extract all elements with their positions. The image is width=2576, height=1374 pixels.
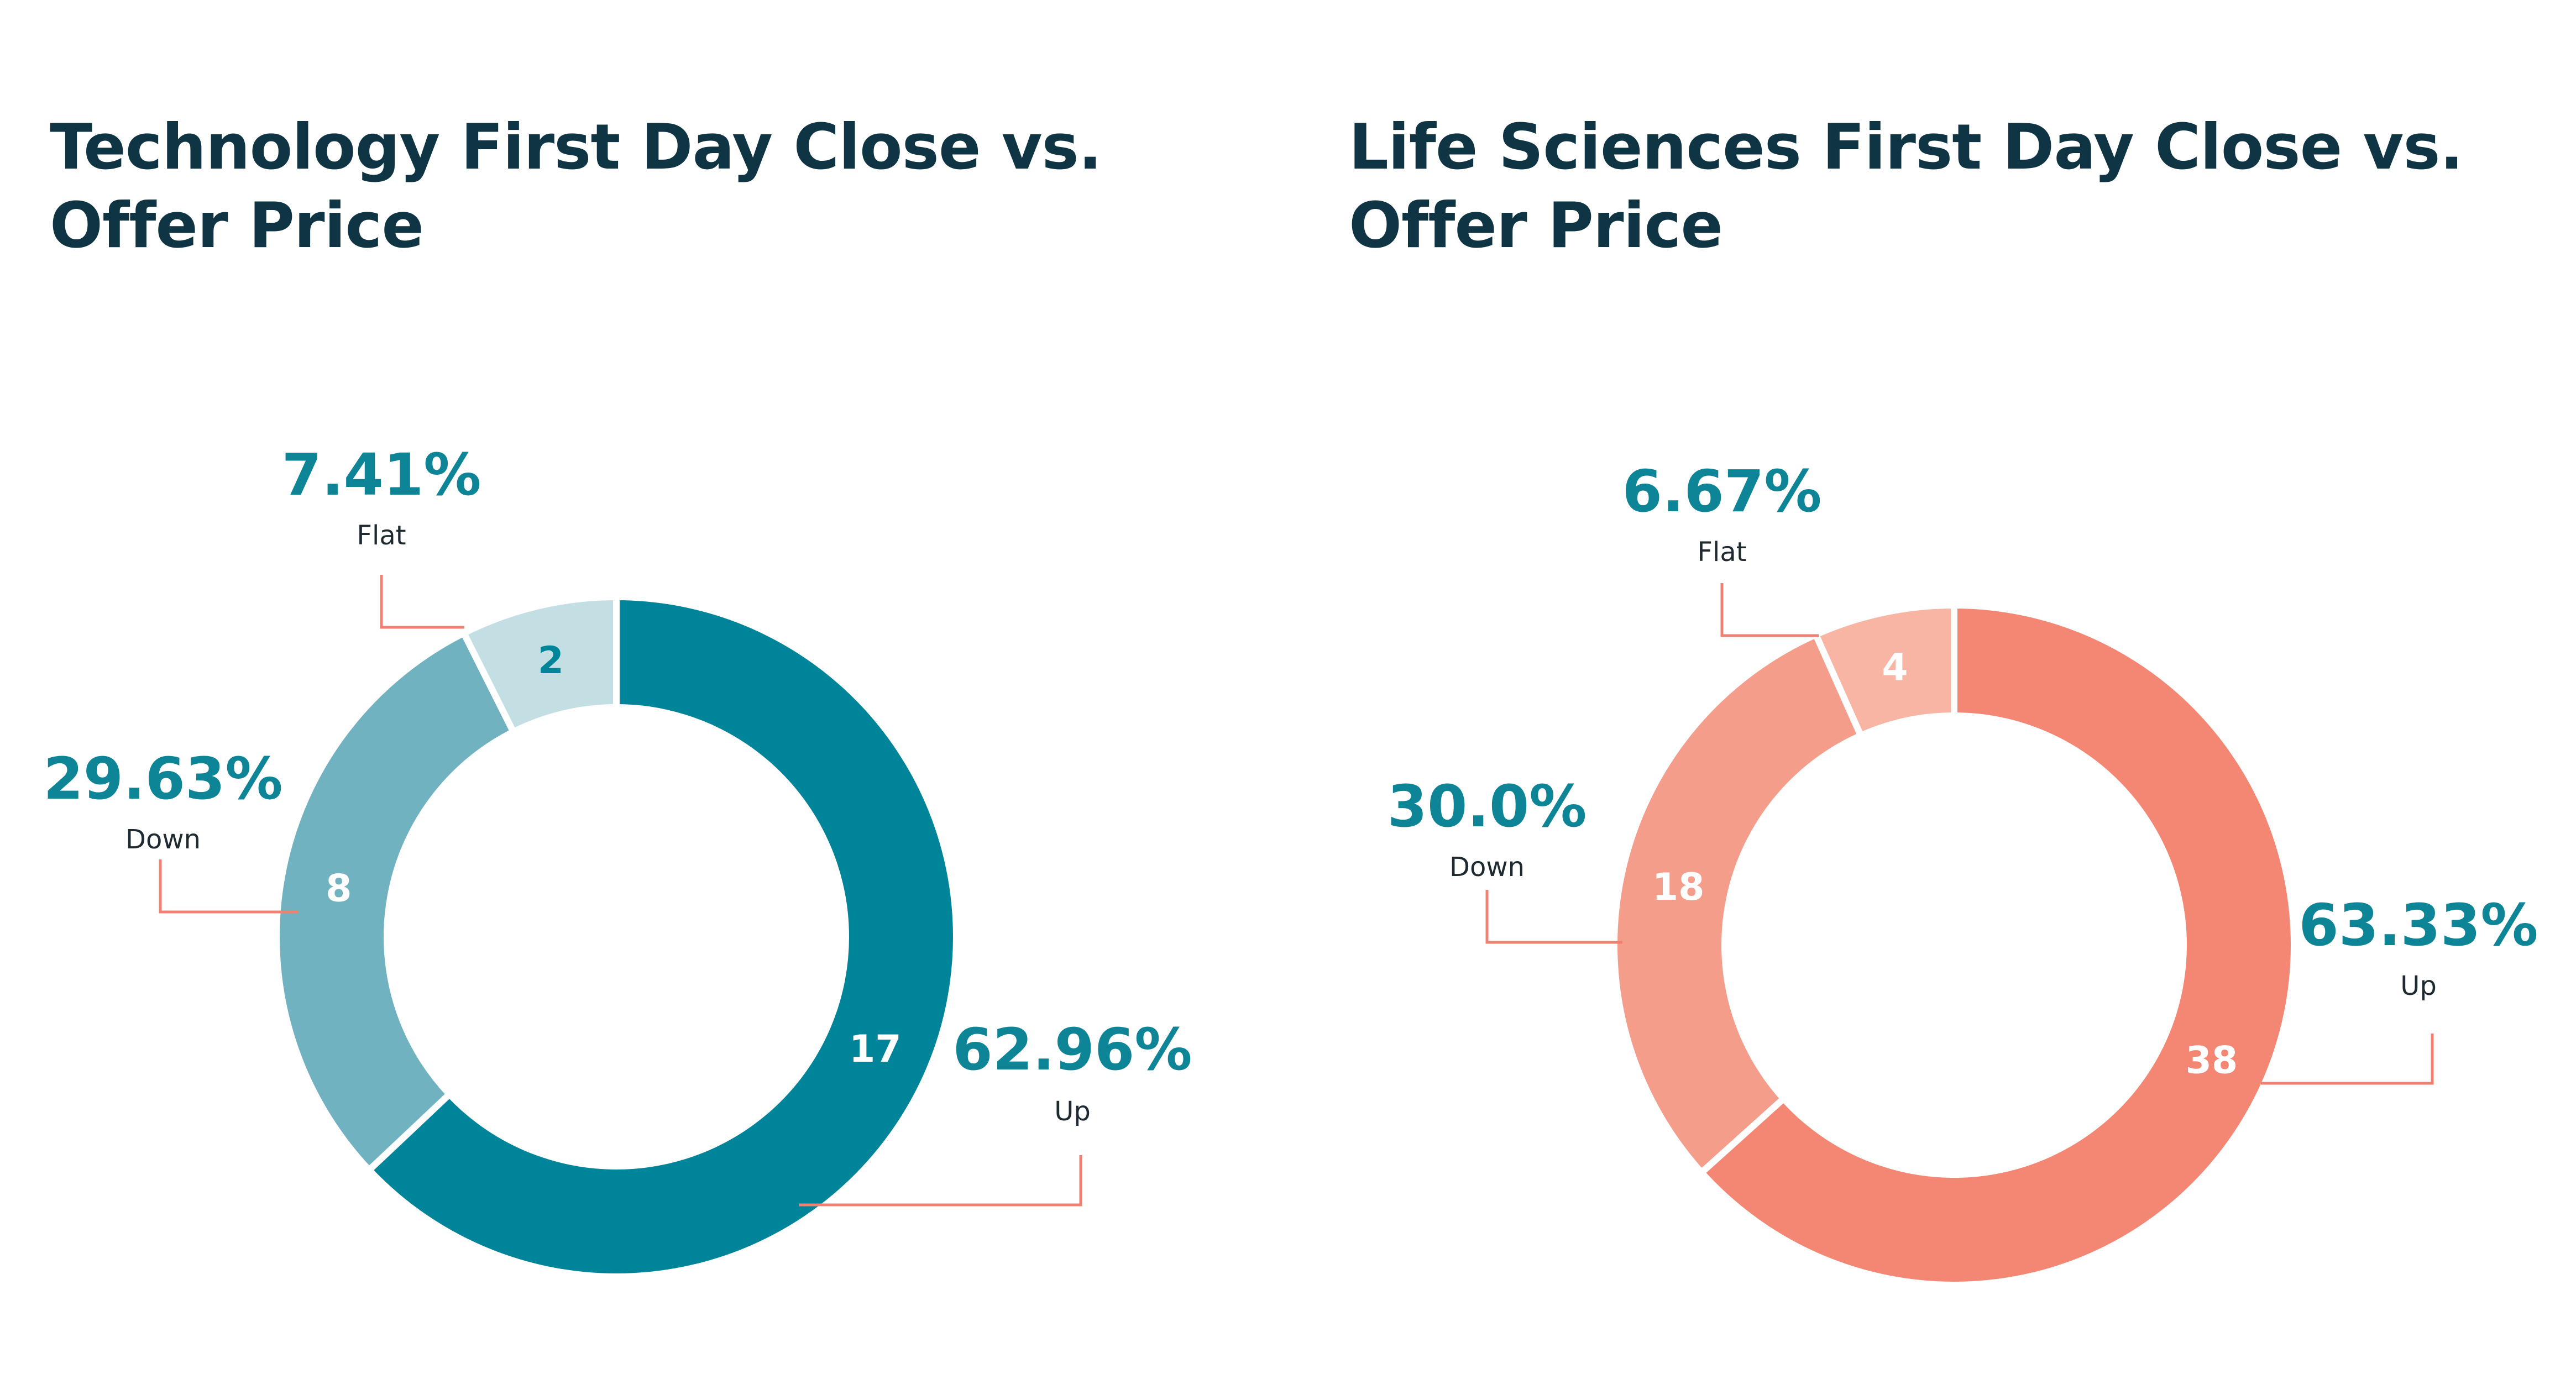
slice-value-down: 18 xyxy=(1652,866,1705,909)
slice-value-up: 17 xyxy=(849,1027,902,1071)
leader-line-down xyxy=(159,859,299,914)
percent-label-flat: 7.41% xyxy=(282,441,481,508)
category-label-down: Down xyxy=(125,824,201,855)
slice-up xyxy=(364,593,960,1280)
category-label-up: Up xyxy=(1054,1096,1091,1127)
category-label-down: Down xyxy=(1449,852,1525,883)
percent-label-up: 62.96% xyxy=(952,1016,1192,1083)
chart-title-technology: Technology First Day Close vs. Offer Pri… xyxy=(50,111,1102,262)
percent-label-flat: 6.67% xyxy=(1622,458,1822,525)
category-label-flat: Flat xyxy=(1697,537,1746,568)
donut-chart-technology: 17 62.96% Up 8 29.63% Down 2 7.41% Flat xyxy=(43,441,1192,1280)
slice-flat xyxy=(459,593,620,737)
slice-value-up: 38 xyxy=(2186,1039,2238,1082)
category-label-flat: Flat xyxy=(357,520,406,551)
slice-down xyxy=(1611,630,1866,1177)
slice-value-flat: 2 xyxy=(538,639,564,683)
slice-flat xyxy=(1811,601,1957,740)
category-label-up: Up xyxy=(2400,971,2437,1001)
donut-chart-life-sciences: 38 63.33% Up 18 30.0% Down 4 6.67% Flat xyxy=(1388,458,2538,1288)
slice-up xyxy=(1697,601,2297,1288)
percent-label-down: 30.0% xyxy=(1388,773,1587,840)
chart-title-life-sciences: Life Sciences First Day Close vs. Offer … xyxy=(1349,111,2464,262)
slice-value-down: 8 xyxy=(326,867,352,910)
leader-line-flat xyxy=(1720,583,1819,637)
percent-label-up: 63.33% xyxy=(2298,891,2538,959)
leader-line-up xyxy=(799,1155,1082,1207)
leader-line-up xyxy=(2261,1034,2434,1085)
leader-line-down xyxy=(1485,890,1622,944)
slice-down xyxy=(273,628,518,1175)
percent-label-down: 29.63% xyxy=(43,745,282,812)
slice-value-flat: 4 xyxy=(1882,646,1908,689)
leader-line-flat xyxy=(380,575,464,629)
